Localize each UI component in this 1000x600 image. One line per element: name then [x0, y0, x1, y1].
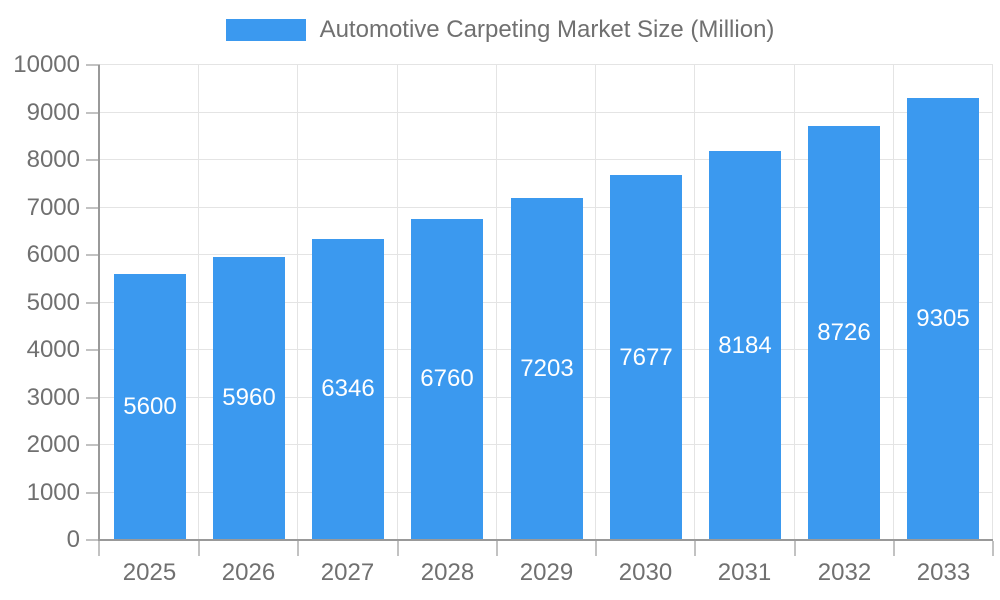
y-axis-tick [86, 444, 100, 446]
bar-value-label: 5960 [222, 384, 276, 411]
y-axis-tick [86, 492, 100, 494]
y-tick-label: 9000 [26, 99, 80, 126]
gridline-v [397, 65, 398, 540]
x-tick-label: 2028 [420, 559, 475, 586]
bar-value-label: 6760 [420, 365, 474, 392]
x-axis-tick [595, 541, 597, 556]
y-axis-tick [86, 539, 100, 541]
gridline-v [694, 65, 695, 540]
bar[interactable] [312, 239, 384, 540]
legend-item[interactable]: Automotive Carpeting Market Size (Millio… [0, 12, 1000, 48]
y-tick-label: 6000 [26, 241, 80, 268]
y-axis-tick [86, 302, 100, 304]
x-axis-line [98, 539, 993, 541]
bar[interactable] [610, 175, 682, 540]
bar-value-label: 9305 [916, 305, 970, 332]
y-axis-tick [86, 112, 100, 114]
bar[interactable] [114, 274, 186, 540]
bar-value-label: 5600 [123, 393, 177, 420]
bar-value-label: 6346 [321, 375, 375, 402]
gridline-v [992, 65, 993, 540]
y-tick-label: 5000 [26, 289, 80, 316]
x-tick-label: 2033 [916, 559, 971, 586]
x-tick-label: 2029 [519, 559, 574, 586]
x-axis-tick [297, 541, 299, 556]
x-tick-label: 2030 [618, 559, 673, 586]
bar-value-label: 7203 [520, 355, 574, 382]
x-tick-label: 2025 [122, 559, 177, 586]
x-axis-tick [496, 541, 498, 556]
x-axis-tick [98, 541, 100, 556]
gridline-h [100, 159, 993, 160]
x-tick-label: 2026 [221, 559, 276, 586]
x-axis-tick [198, 541, 200, 556]
gridline-v [595, 65, 596, 540]
gridline-h [100, 112, 993, 113]
gridline-h [100, 64, 993, 65]
bar-value-label: 7677 [619, 344, 673, 371]
y-axis-line [98, 65, 100, 540]
x-tick-label: 2031 [717, 559, 772, 586]
x-axis-tick [794, 541, 796, 556]
legend-swatch-icon [225, 19, 306, 41]
y-tick-label: 4000 [26, 336, 80, 363]
bar-value-label: 8726 [817, 319, 871, 346]
x-axis-tick [397, 541, 399, 556]
y-axis-tick [86, 254, 100, 256]
y-axis-tick [86, 207, 100, 209]
y-axis-tick [86, 349, 100, 351]
y-tick-label: 3000 [26, 384, 80, 411]
y-tick-label: 8000 [26, 146, 80, 173]
gridline-v [794, 65, 795, 540]
bar[interactable] [709, 151, 781, 540]
y-axis-tick [86, 159, 100, 161]
bar[interactable] [511, 198, 583, 540]
gridline-v [297, 65, 298, 540]
y-tick-label: 0 [66, 526, 80, 553]
x-tick-label: 2032 [817, 559, 872, 586]
x-axis-tick [694, 541, 696, 556]
y-axis-tick [86, 397, 100, 399]
y-tick-label: 10000 [13, 51, 80, 78]
gridline-v [893, 65, 894, 540]
legend-label: Automotive Carpeting Market Size (Millio… [319, 16, 775, 43]
gridline-v [198, 65, 199, 540]
y-axis-tick [86, 64, 100, 66]
y-tick-label: 2000 [26, 431, 80, 458]
bar[interactable] [213, 257, 285, 540]
y-tick-label: 7000 [26, 194, 80, 221]
bar[interactable] [808, 126, 880, 540]
x-tick-label: 2027 [320, 559, 375, 586]
x-axis-tick [992, 541, 994, 556]
x-axis-tick [893, 541, 895, 556]
gridline-v [496, 65, 497, 540]
bar[interactable] [411, 219, 483, 540]
bar[interactable] [907, 98, 979, 540]
y-tick-label: 1000 [26, 479, 80, 506]
bar-value-label: 8184 [718, 332, 772, 359]
